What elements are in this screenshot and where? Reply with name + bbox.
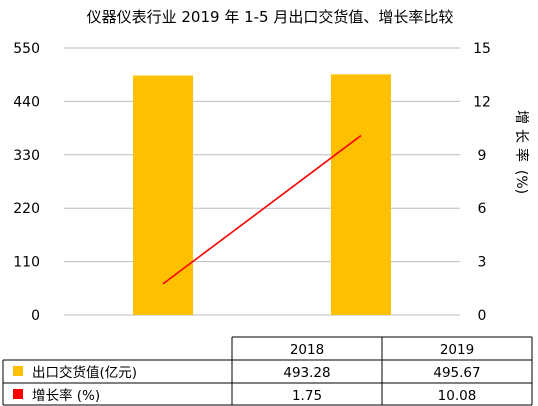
left-tick-label: 550 — [13, 41, 40, 57]
right-tick-label: 9 — [478, 148, 487, 164]
table-header-2019: 2019 — [440, 342, 474, 358]
table-cell: 10.08 — [438, 388, 477, 404]
right-axis-label-char: 增 — [513, 110, 529, 124]
table-header-2018: 2018 — [290, 342, 324, 358]
table-cell: 495.67 — [433, 365, 480, 381]
right-axis-label: 增长率 (%) — [513, 110, 530, 194]
right-axis-label-char: 率 — [513, 148, 530, 162]
right-axis-label-char: 长 — [513, 129, 529, 143]
legend-swatch — [13, 366, 23, 376]
table-row-label: 增长率 (%) — [32, 387, 100, 404]
bar-2019 — [331, 74, 391, 315]
right-tick-label: 3 — [478, 255, 487, 271]
right-axis-ticks: 0 3 6 9 12 15 — [473, 41, 491, 324]
bar-2018 — [133, 75, 193, 316]
table-row-label: 出口交货值(亿元) — [32, 364, 137, 381]
left-tick-label: 110 — [13, 255, 40, 271]
chart-title: 仪器仪表行业 2019 年 1-5 月出口交货值、增长率比较 — [87, 8, 454, 26]
right-axis-label-char: (%) — [513, 170, 529, 194]
legend-swatch — [13, 389, 23, 399]
right-tick-label: 15 — [473, 41, 491, 57]
gridlines — [64, 47, 460, 316]
left-axis-ticks: 0 110 220 330 440 550 — [13, 41, 40, 324]
left-tick-label: 440 — [13, 94, 40, 110]
bars — [133, 74, 391, 316]
growth-line — [162, 134, 362, 285]
right-tick-label: 0 — [478, 308, 487, 324]
right-tick-label: 12 — [473, 94, 491, 110]
data-table: 2018 2019 出口交货值(亿元) 493.28 495.67 增长率 (%) 1.75… — [2, 336, 533, 406]
right-tick-label: 6 — [478, 201, 487, 217]
left-tick-label: 220 — [13, 201, 40, 217]
table-cell: 493.28 — [283, 365, 330, 381]
left-tick-label: 0 — [31, 308, 40, 324]
growth-rate-line — [162, 134, 362, 285]
table-cell: 1.75 — [292, 388, 322, 404]
left-tick-label: 330 — [13, 148, 40, 164]
